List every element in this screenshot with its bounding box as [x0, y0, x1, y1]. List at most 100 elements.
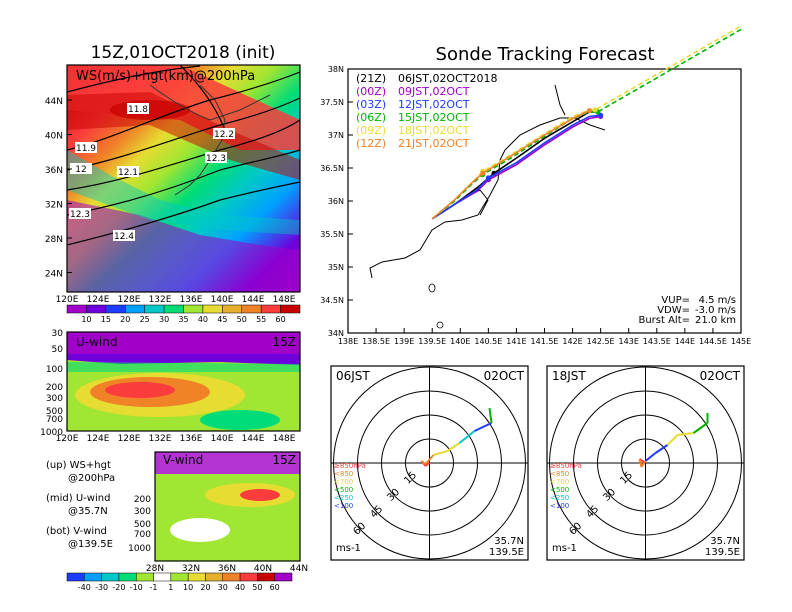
u-wind-label: U-wind	[76, 335, 117, 349]
height-contour-labels: 11.8 11.9 12 12.1 12.2 12.3 12.3 12.4	[69, 103, 235, 242]
burst-point	[586, 108, 592, 114]
lat-tick-label: 35N	[328, 263, 344, 272]
pressure-tick-label: 1000	[40, 428, 63, 438]
colorbar-swatch	[241, 304, 262, 314]
param-label: VUP=	[661, 295, 690, 306]
height-label: 12.4	[114, 232, 134, 242]
hodograph-segment	[666, 434, 679, 446]
param-value: 4.5 m/s	[699, 295, 736, 306]
lat-tick-label: 37.5N	[320, 98, 344, 107]
lon-tick-label: 143.5E	[643, 337, 671, 346]
lat-tick-label: 40N	[254, 564, 272, 574]
colorbar-label: 10	[81, 315, 91, 324]
v-wind-colorbar: -40 -30 -20 -10 -1 1 10 20 30 40 50 60	[66, 572, 293, 592]
lon-tick-label: 124E	[87, 434, 110, 444]
colorbar-swatch	[187, 572, 206, 582]
lon-tick-label: 143E	[619, 337, 639, 346]
hodograph-segment	[424, 454, 435, 465]
run-code: (03Z)	[356, 98, 386, 111]
colorbar-swatch	[125, 304, 145, 314]
lon-tick-label: 144.5E	[699, 337, 727, 346]
lon-tick-label: 120E	[56, 434, 79, 444]
colorbar-label: 30	[159, 315, 169, 324]
lon-tick-label: 136E	[180, 434, 203, 444]
height-label-box	[213, 128, 235, 139]
level-legend-item: <100	[334, 502, 353, 510]
hodo-time: 06JST	[336, 369, 370, 383]
pressure-tick-label: 200	[46, 383, 63, 393]
param-value: -3.0 m/s	[695, 305, 736, 316]
lat-tick-label: 28N	[45, 235, 63, 245]
lat-tick-label: 37N	[328, 131, 344, 140]
colorbar-label: -1	[150, 583, 158, 592]
colorbar-label: 60	[275, 315, 285, 324]
height-label: 12.2	[214, 130, 234, 140]
colorbar-label: 60	[270, 583, 280, 592]
colorbar-swatch	[280, 304, 301, 314]
colorbar-label: 45	[217, 315, 227, 324]
hodograph-segment	[474, 422, 492, 432]
forecast-title: Sonde Tracking Forecast	[436, 44, 655, 65]
pressure-tick-label: 100	[46, 365, 63, 375]
colorbar-label: 35	[178, 315, 188, 324]
hodo-date: 02OCT	[700, 369, 741, 383]
height-label: 11.8	[128, 105, 148, 115]
note-level: @200hPa	[68, 473, 115, 484]
lat-tick-label: 36N	[45, 166, 63, 176]
colorbar-swatch	[202, 304, 223, 314]
lon-tick-label: 140.5E	[474, 337, 502, 346]
height-label: 11.9	[76, 144, 96, 154]
height-label: 12.3	[70, 210, 90, 220]
hodo-lat: 35.7N	[494, 536, 524, 547]
colorbar-swatch	[274, 572, 293, 582]
hodograph-segment	[692, 422, 709, 434]
level-legend-item: <850	[550, 470, 569, 478]
colorbar-swatch	[101, 572, 120, 582]
colorbar-swatch	[183, 304, 204, 314]
level-legend-item: <100	[550, 502, 569, 510]
lat-tick-label: 36.5N	[320, 164, 344, 173]
hodo-unit: ms-1	[336, 543, 361, 554]
hodograph-segment	[424, 462, 431, 467]
colorbar-swatch	[260, 304, 281, 314]
note-line: (bot) V-wind	[46, 526, 107, 537]
panel-legend-notes: (up) WS+hgt @200hPa (mid) U-wind @35.7N (bot…	[46, 460, 115, 550]
wind-speed-colorbar: 10 15 20 25 30 35 40 45 50 55 60	[66, 304, 301, 324]
lon-tick-label: 120E	[56, 295, 79, 305]
lat-tick-label: 28N	[146, 564, 164, 574]
param-label: Burst Alt=	[638, 315, 690, 326]
hodograph-segment	[446, 442, 461, 452]
burst-point	[598, 112, 604, 118]
run-time: 12JST,02OCT	[398, 98, 470, 111]
colorbar-label: 20	[200, 583, 210, 592]
v-wind-label: V-wind	[163, 453, 203, 467]
hodograph-segment	[644, 452, 657, 462]
forecast-parameters: VUP= 4.5 m/s VDW= -3.0 m/s Burst Alt= 21.0 km	[638, 295, 736, 326]
hodograph-segment	[458, 430, 476, 444]
note-level: @139.5E	[68, 539, 113, 550]
run-time: 09JST,02OCT	[398, 85, 470, 98]
colorbar-swatch	[66, 304, 87, 314]
lon-tick-label: 144E	[242, 295, 265, 305]
pressure-tick-label: 30	[52, 329, 64, 339]
height-label-box	[75, 142, 97, 153]
lon-tick-label: 141.5E	[531, 337, 559, 346]
colorbar-label: 15	[101, 315, 111, 324]
v-wind-time: 15Z	[273, 453, 297, 467]
pressure-tick-label: 200	[134, 495, 151, 505]
forecast-legend: (21Z) 06JST,02OCT2018 (00Z) 09JST,02OCT (03Z…	[356, 72, 498, 150]
hodograph-segment	[638, 458, 643, 468]
track-line	[431, 114, 601, 220]
hodograph-segment	[640, 460, 647, 468]
track-line	[431, 109, 590, 220]
colorbar-swatch	[222, 572, 241, 582]
colorbar-label: 1	[168, 583, 173, 592]
coastline	[369, 84, 606, 279]
run-time: 06JST,02OCT2018	[398, 72, 498, 85]
burst-point	[592, 107, 598, 113]
hodograph-segment	[433, 450, 448, 456]
pressure-tick-label: 700	[134, 530, 151, 540]
u-wind-time: 15Z	[273, 335, 297, 349]
